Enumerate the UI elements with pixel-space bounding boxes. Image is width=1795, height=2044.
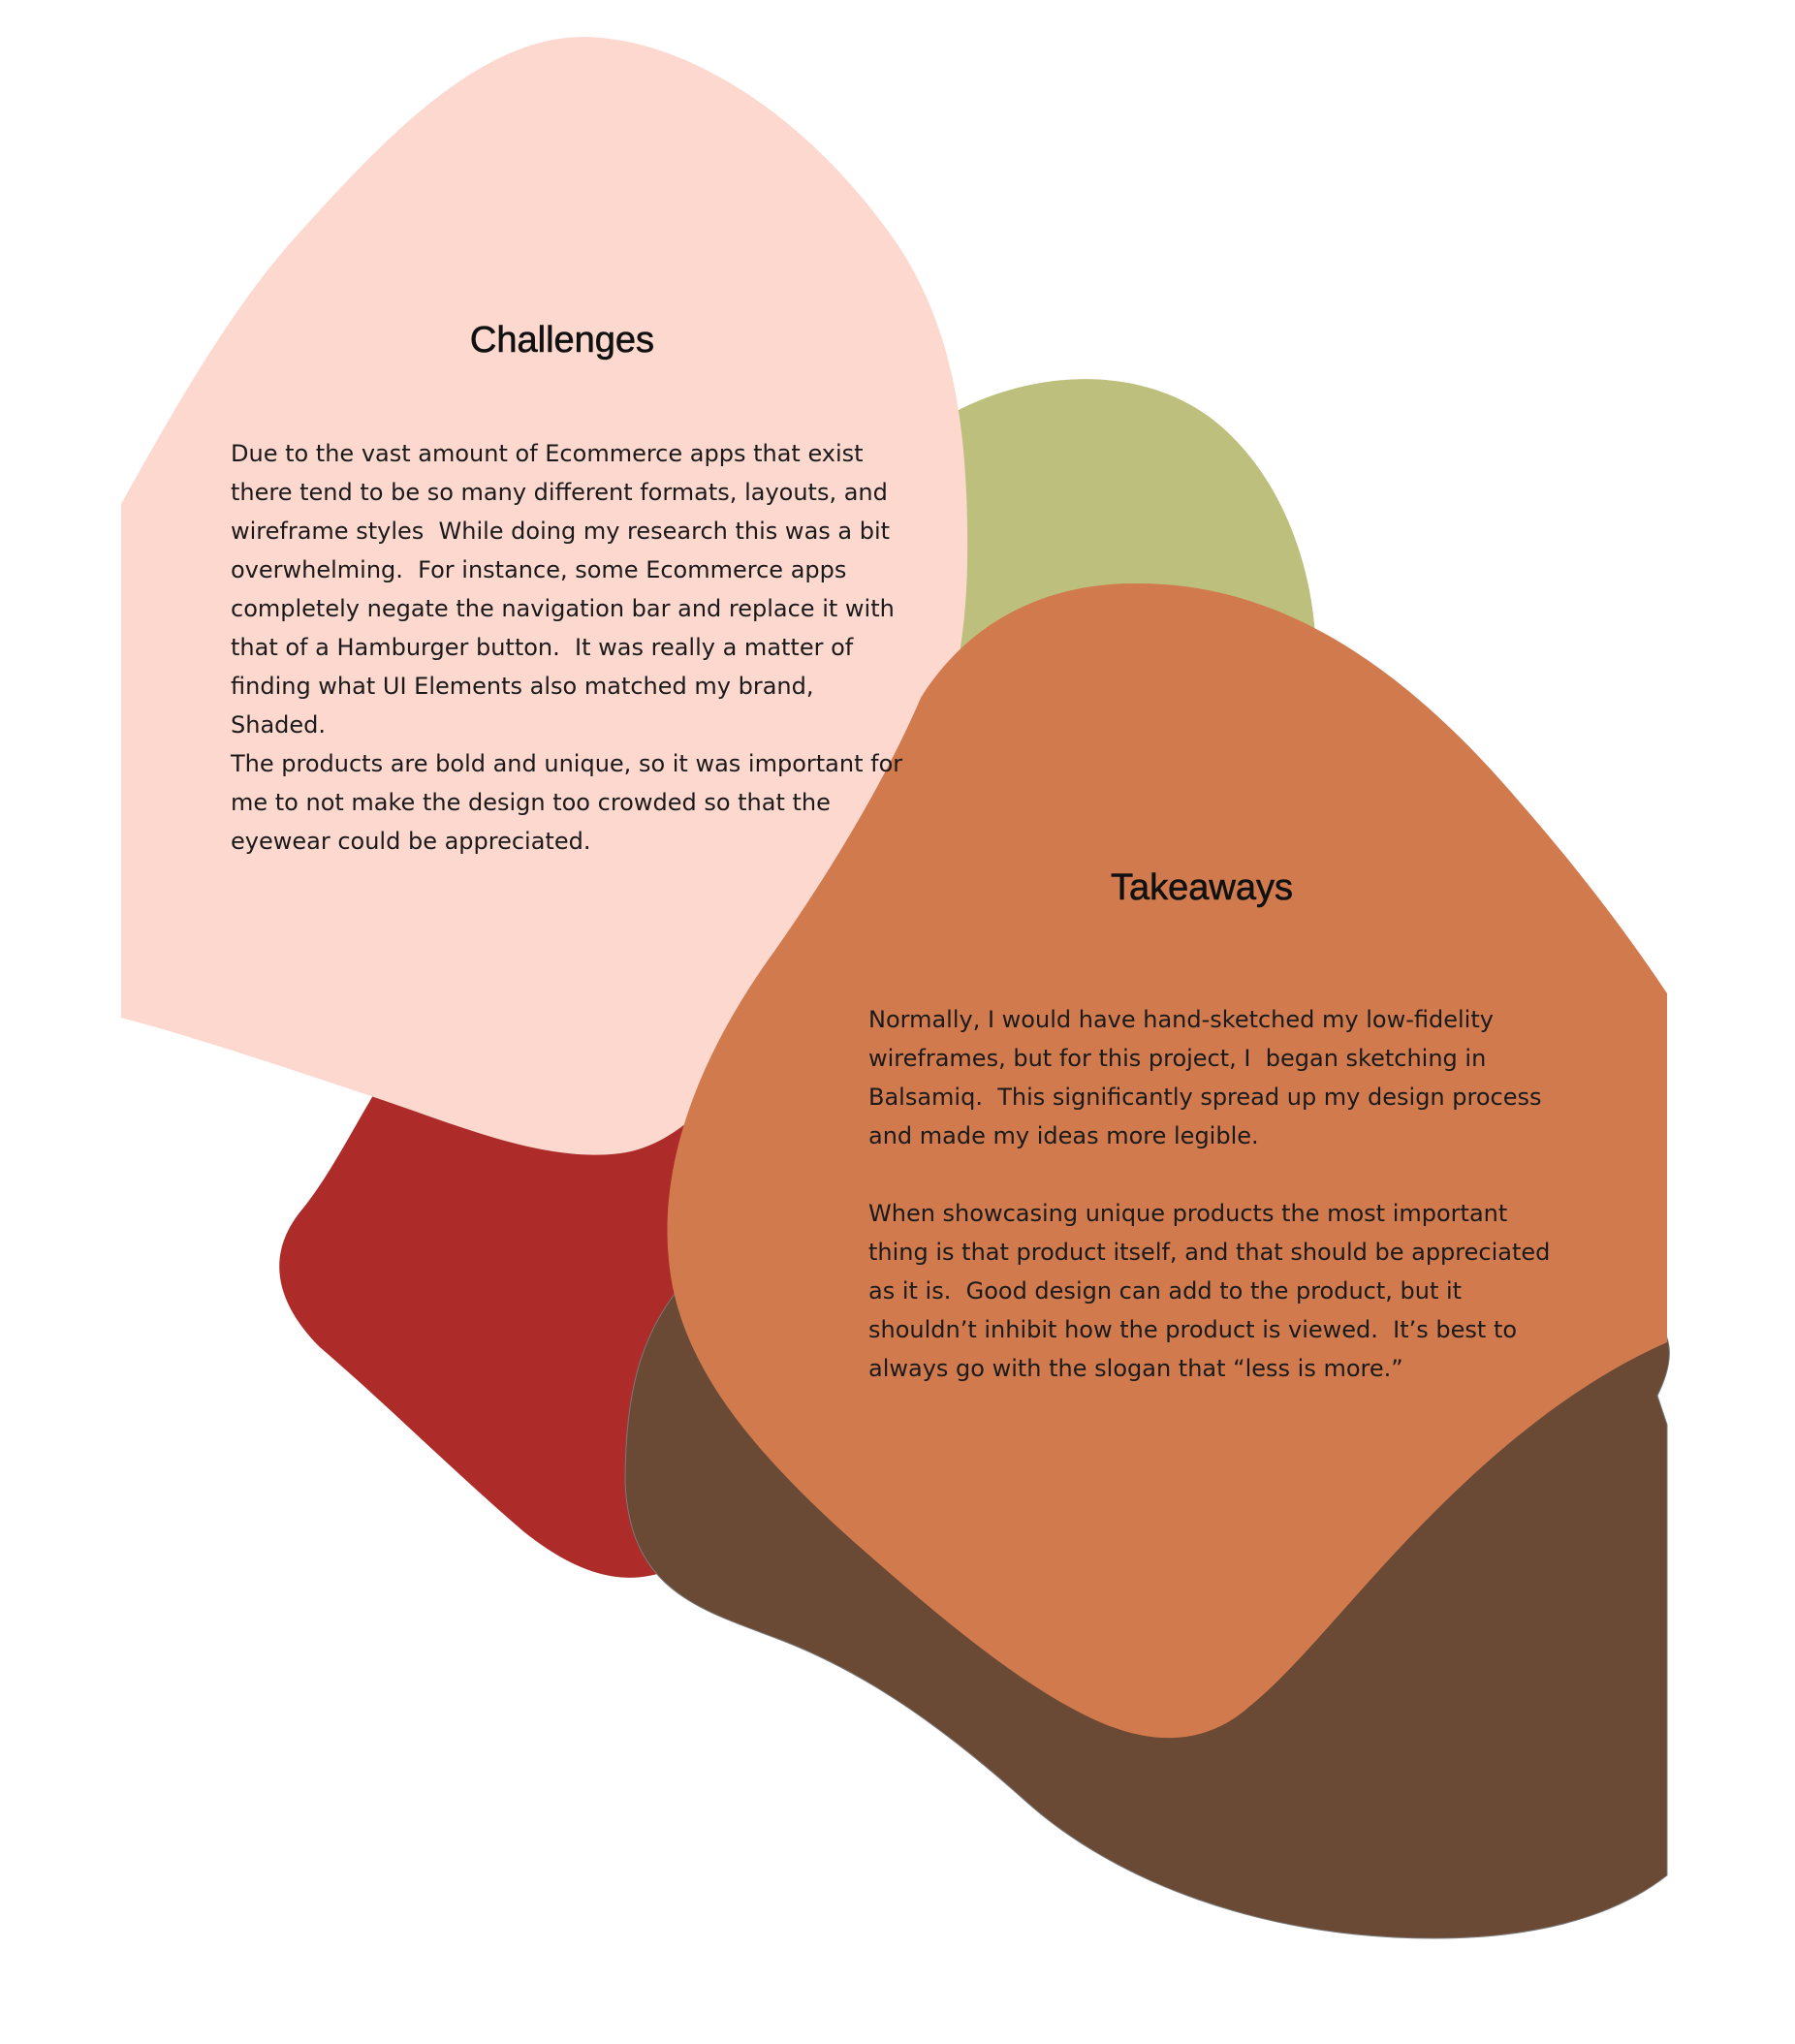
pink-blob xyxy=(121,37,968,1155)
orange-blob xyxy=(667,582,1667,1739)
takeaways-heading: Takeaways xyxy=(1111,867,1294,909)
challenges-heading: Challenges xyxy=(469,320,655,362)
challenges-paragraph: Due to the vast amount of Ecommerce apps… xyxy=(231,440,903,855)
takeaways-paragraph-2: When showcasing unique products the most… xyxy=(868,1200,1551,1382)
takeaways-paragraph-1: Normally, I would have hand-sketched my … xyxy=(868,1006,1542,1149)
